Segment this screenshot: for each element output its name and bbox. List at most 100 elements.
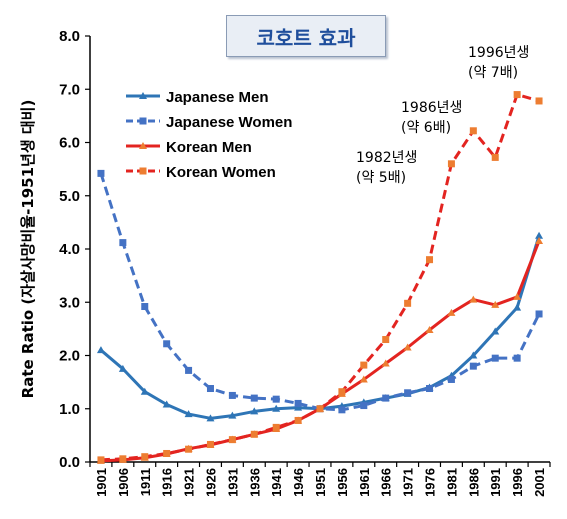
x-tick-label: 1971: [401, 468, 416, 497]
x-tick-label: 1986: [466, 468, 481, 497]
data-point: [272, 423, 280, 431]
data-point: [206, 414, 215, 422]
data-point: [118, 364, 127, 372]
data-point: [491, 327, 500, 335]
x-tick-label: 1936: [247, 468, 262, 497]
data-point: [338, 406, 346, 414]
x-tick-label: 1941: [269, 468, 284, 497]
data-point: [535, 231, 544, 239]
annotation-line1: 1996년생: [468, 45, 529, 61]
data-point: [513, 292, 522, 300]
annotation-line2: (약 6배): [401, 120, 451, 136]
data-point: [141, 303, 149, 311]
data-point: [163, 449, 171, 457]
x-tick-label: 1916: [160, 468, 175, 497]
data-point: [535, 237, 544, 245]
data-point: [469, 127, 477, 135]
x-tick-label: 1991: [488, 468, 503, 497]
data-point: [491, 153, 499, 161]
series-line: [99, 235, 541, 420]
legend-label: Japanese Women: [166, 114, 292, 131]
x-tick-label: 1966: [379, 468, 394, 497]
data-point: [403, 343, 412, 351]
y-tick-label: 5.0: [59, 188, 80, 205]
data-point: [426, 256, 434, 264]
y-tick-label: 8.0: [59, 28, 80, 45]
x-tick-label: 1956: [335, 468, 350, 497]
data-point: [141, 453, 149, 461]
y-tick-label: 1.0: [59, 401, 80, 418]
annotation-line2: (약 7배): [468, 65, 518, 81]
annotation-line2: (약 5배): [356, 170, 406, 186]
data-point: [97, 456, 105, 464]
data-point: [404, 389, 412, 397]
x-tick-label: 1976: [423, 468, 438, 497]
x-tick-label: 1961: [357, 468, 372, 497]
x-tick-label: 1911: [138, 468, 153, 496]
annotation-line1: 1986년생: [401, 100, 462, 116]
series-line: [99, 172, 541, 412]
data-point: [513, 303, 522, 311]
data-point: [184, 410, 193, 418]
data-point: [426, 385, 434, 393]
y-tick-label: 6.0: [59, 135, 80, 152]
x-tick-label: 1981: [444, 468, 459, 497]
data-point: [535, 97, 543, 105]
x-tick-label: 1921: [182, 468, 197, 497]
legend-label: Japanese Men: [166, 89, 269, 106]
x-tick-label: 1906: [116, 468, 131, 497]
x-tick-label: 1901: [94, 468, 109, 497]
y-tick-label: 7.0: [59, 81, 80, 98]
legend-marker: [139, 92, 147, 99]
data-point: [119, 455, 127, 463]
data-point: [206, 440, 214, 448]
legend-label: Korean Men: [166, 139, 252, 156]
data-point: [162, 400, 171, 408]
x-tick-label: 1946: [291, 468, 306, 497]
data-point: [119, 239, 127, 247]
y-tick-label: 3.0: [59, 294, 80, 311]
data-point: [206, 385, 214, 393]
data-point: [185, 366, 193, 374]
series-line: [100, 240, 541, 463]
data-point: [447, 375, 455, 383]
x-tick-label: 2001: [532, 468, 547, 497]
data-point: [228, 391, 236, 399]
data-point: [447, 160, 455, 168]
data-point: [469, 295, 478, 303]
y-tick-label: 2.0: [59, 348, 80, 365]
data-point: [185, 445, 193, 453]
data-point: [491, 300, 500, 308]
data-point: [491, 354, 499, 362]
x-tick-label: 1951: [313, 468, 328, 497]
y-axis-title: Rate Ratio (자살사망비율-1951년생 대비): [19, 100, 37, 399]
data-point: [404, 299, 412, 307]
data-point: [272, 395, 280, 403]
y-tick-label: 0.0: [59, 454, 80, 471]
data-point: [97, 169, 105, 177]
data-point: [96, 346, 105, 354]
legend-marker: [139, 167, 147, 175]
data-point: [250, 430, 258, 438]
x-tick-label: 1996: [510, 468, 525, 497]
data-point: [163, 340, 171, 348]
data-point: [228, 436, 236, 444]
legend-marker: [139, 117, 147, 125]
data-point: [338, 388, 346, 396]
data-point: [360, 402, 368, 410]
data-point: [381, 359, 390, 367]
data-point: [469, 362, 477, 370]
y-tick-label: 4.0: [59, 241, 80, 258]
data-point: [382, 394, 390, 402]
legend-marker: [139, 142, 147, 149]
data-point: [294, 403, 303, 411]
data-point: [294, 399, 302, 407]
data-point: [316, 405, 324, 413]
data-point: [140, 387, 149, 395]
data-point: [228, 411, 237, 419]
legend-label: Korean Women: [166, 164, 276, 181]
data-point: [272, 404, 281, 412]
data-point: [360, 361, 368, 369]
data-point: [513, 91, 521, 99]
